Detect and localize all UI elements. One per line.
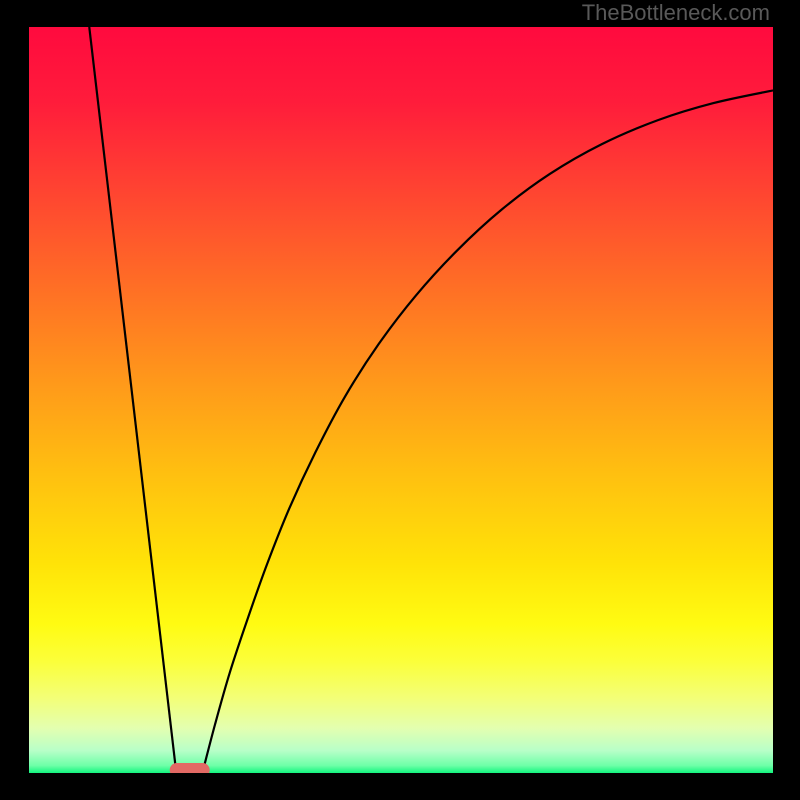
watermark-text: TheBottleneck.com: [582, 0, 770, 26]
curve-right-branch: [202, 90, 773, 773]
curve-layer: [29, 27, 773, 773]
plot-area: [29, 27, 773, 773]
curve-left-branch: [89, 27, 176, 773]
chart-container: TheBottleneck.com: [0, 0, 800, 800]
minimum-marker: [170, 763, 210, 773]
